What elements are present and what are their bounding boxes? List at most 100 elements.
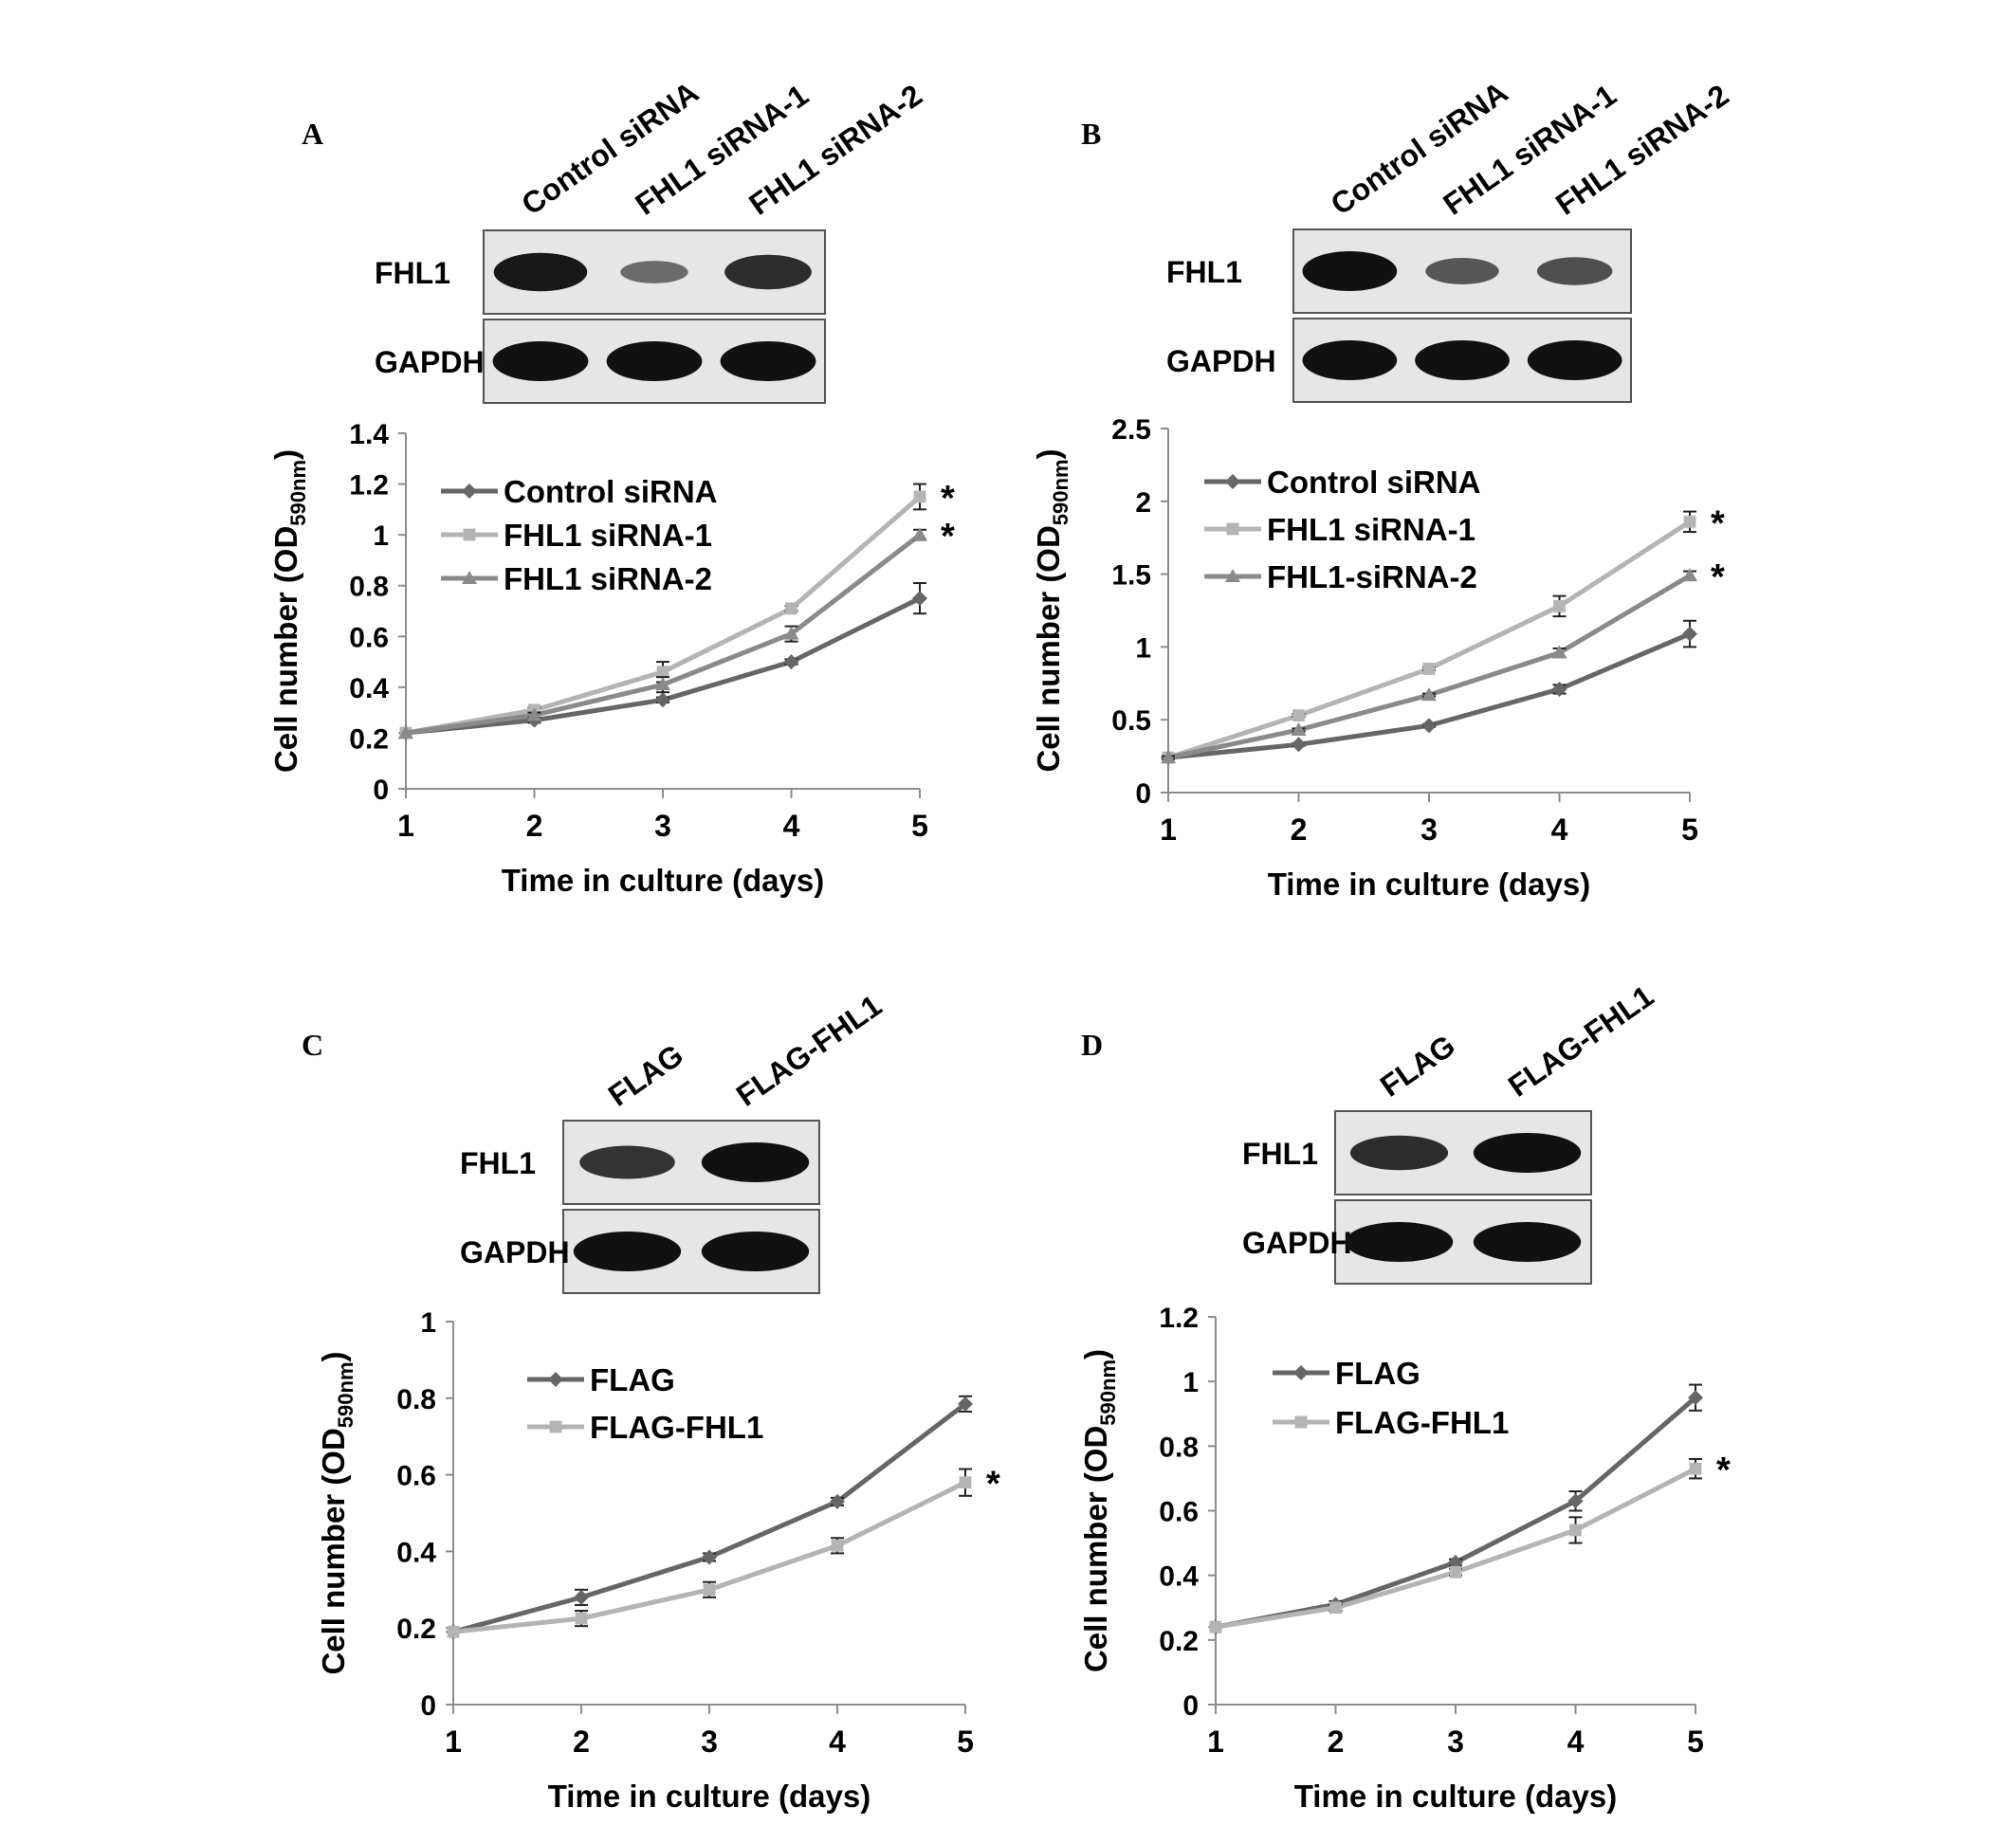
data-point bbox=[1225, 474, 1240, 489]
y-tick-label: 0.6 bbox=[396, 1461, 436, 1492]
series-3 bbox=[398, 527, 927, 739]
x-tick-label: 4 bbox=[1551, 812, 1568, 847]
y-tick-label: 0.2 bbox=[349, 723, 389, 755]
data-point bbox=[1421, 687, 1437, 702]
data-point bbox=[526, 707, 542, 721]
legend-label: FHL1 siRNA-1 bbox=[504, 518, 712, 553]
data-point bbox=[1688, 1390, 1703, 1406]
y-tick-label: 2.5 bbox=[1111, 414, 1151, 446]
data-point bbox=[462, 484, 477, 499]
x-tick-label: 5 bbox=[1687, 1725, 1704, 1759]
x-tick-label: 2 bbox=[1291, 812, 1308, 847]
x-tick-label: 2 bbox=[1328, 1725, 1345, 1759]
legend-label: FLAG-FHL1 bbox=[590, 1410, 763, 1445]
series-1 bbox=[446, 1395, 973, 1640]
data-point bbox=[655, 677, 670, 691]
data-point bbox=[1294, 1415, 1308, 1429]
significance-star: * bbox=[1711, 503, 1725, 543]
y-axis-label: Cell number (OD590nm) bbox=[316, 1351, 357, 1674]
blot-band bbox=[620, 261, 688, 283]
x-tick-label: 3 bbox=[1420, 812, 1438, 847]
x-tick-label: 5 bbox=[1681, 812, 1698, 847]
data-point bbox=[1682, 568, 1697, 582]
blot-band bbox=[1349, 1135, 1449, 1171]
legend: Control siRNA FHL1 siRNA-1 FHL1 siRNA-2 bbox=[441, 474, 718, 596]
blot-band bbox=[720, 341, 816, 381]
y-axis-label: Cell number (OD590nm) bbox=[1031, 448, 1072, 772]
legend: Control siRNA FHL1 siRNA-1 FHL1-siRNA-2 bbox=[1204, 465, 1481, 594]
data-point bbox=[831, 1539, 844, 1552]
panel-letter: C bbox=[302, 1028, 323, 1062]
y-axis-label-main: Cell number (OD bbox=[316, 1428, 351, 1674]
panel-d: D FLAG FLAG-FHL1 FHL1 GAPDH 0 0.2 0.4 0.6 0.8 1 1.2… bbox=[1078, 978, 1731, 1814]
y-axis-label-main: Cell number (OD bbox=[268, 526, 303, 773]
data-point bbox=[655, 692, 670, 708]
blot-row-label: FHL1 bbox=[460, 1146, 536, 1180]
data-point bbox=[1225, 569, 1240, 582]
y-axis-label: Cell number (OD590nm) bbox=[268, 449, 310, 773]
data-point bbox=[1551, 645, 1567, 659]
data-point bbox=[1226, 522, 1239, 536]
blot-band bbox=[1473, 1222, 1582, 1262]
blot-band bbox=[606, 341, 703, 381]
data-point bbox=[1421, 718, 1437, 734]
x-tick-label: 1 bbox=[1160, 812, 1177, 847]
data-point bbox=[1293, 1365, 1309, 1380]
data-point bbox=[1209, 1620, 1222, 1633]
data-point bbox=[548, 1372, 563, 1387]
data-point bbox=[463, 528, 476, 541]
y-tick-label: 0.6 bbox=[349, 622, 389, 653]
data-point bbox=[1449, 1565, 1462, 1579]
panel-letter: B bbox=[1081, 117, 1101, 151]
x-tick-label: 5 bbox=[911, 809, 928, 843]
data-point bbox=[785, 602, 797, 615]
blot-row-label: FHL1 bbox=[375, 256, 450, 290]
data-point bbox=[959, 1476, 972, 1489]
y-tick-label: 0.6 bbox=[1159, 1497, 1199, 1528]
y-tick-label: 1 bbox=[373, 520, 389, 552]
y-axis-label-subscript: 590nm bbox=[1096, 1360, 1120, 1426]
legend-label: FLAG bbox=[590, 1362, 675, 1397]
y-tick-label: 0 bbox=[1182, 1690, 1199, 1722]
x-tick-label: 5 bbox=[957, 1725, 974, 1759]
x-tick-label: 4 bbox=[783, 809, 800, 843]
panel-letter: A bbox=[302, 117, 323, 151]
y-tick-label: 0.4 bbox=[349, 673, 389, 704]
blot-row-label: FHL1 bbox=[1242, 1137, 1318, 1171]
y-tick-label: 0.8 bbox=[349, 572, 389, 603]
x-tick-label: 4 bbox=[829, 1725, 846, 1759]
data-point bbox=[913, 490, 926, 503]
data-point bbox=[1551, 681, 1567, 697]
y-tick-label: 0.8 bbox=[396, 1384, 436, 1415]
data-point bbox=[1161, 750, 1176, 764]
blot-band bbox=[492, 341, 589, 381]
data-point bbox=[783, 626, 799, 640]
data-point bbox=[398, 725, 413, 739]
data-point bbox=[830, 1493, 845, 1509]
x-tick-label: 2 bbox=[573, 1725, 590, 1759]
legend: FLAG FLAG-FHL1 bbox=[1273, 1356, 1509, 1440]
data-point bbox=[1291, 721, 1307, 736]
data-point bbox=[1422, 663, 1436, 675]
panel-letter: D bbox=[1081, 1028, 1103, 1062]
data-point bbox=[656, 666, 669, 679]
x-tick-label: 3 bbox=[1447, 1725, 1464, 1759]
blot-band bbox=[579, 1145, 675, 1179]
data-point bbox=[575, 1612, 588, 1625]
blot-row-label: FHL1 bbox=[1166, 255, 1242, 289]
y-tick-label: 1.2 bbox=[1159, 1303, 1199, 1334]
blot-band bbox=[724, 254, 812, 290]
blot-band bbox=[1302, 340, 1398, 380]
y-tick-label: 0.4 bbox=[396, 1537, 436, 1568]
x-tick-label: 3 bbox=[654, 809, 671, 843]
data-point bbox=[1683, 515, 1696, 528]
series-2 bbox=[447, 1468, 972, 1638]
y-tick-label: 0 bbox=[420, 1690, 436, 1722]
y-tick-label: 0.4 bbox=[1159, 1561, 1199, 1593]
blot-band bbox=[1345, 1222, 1454, 1262]
blot-row-label: GAPDH bbox=[375, 345, 485, 379]
x-tick-label: 1 bbox=[1207, 1725, 1224, 1759]
y-tick-label: 0 bbox=[1135, 778, 1151, 810]
y-axis-label-close: ) bbox=[1078, 1349, 1113, 1360]
